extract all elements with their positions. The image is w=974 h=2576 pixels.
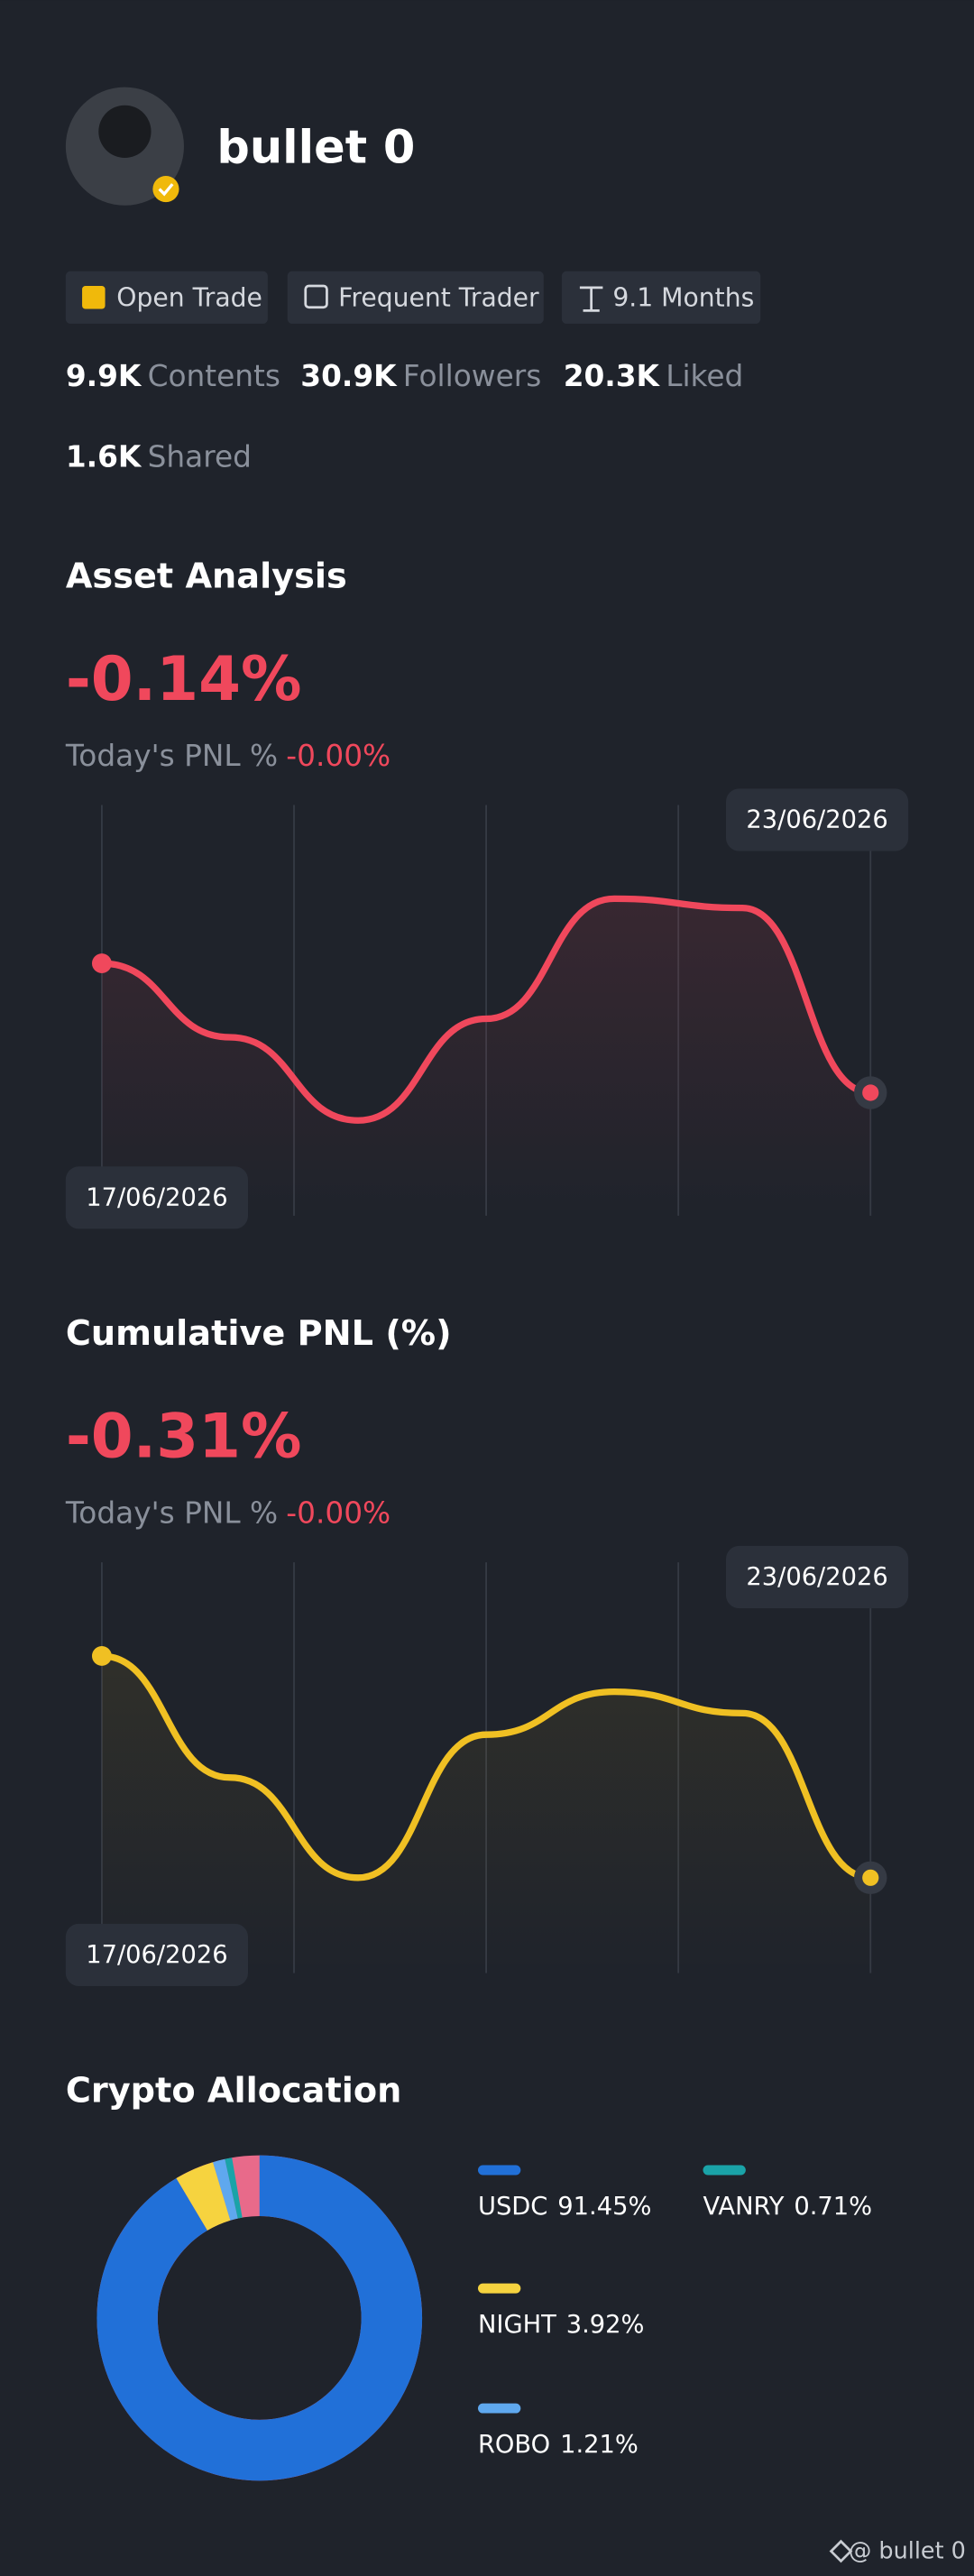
stat-label: Shared bbox=[148, 439, 252, 474]
legend-value: 3.92% bbox=[566, 2311, 645, 2339]
badge-icon bbox=[304, 284, 328, 309]
badge bbox=[561, 271, 761, 324]
date-label: 17/06/2026 bbox=[86, 1941, 227, 1969]
area-fill bbox=[101, 898, 871, 1216]
stat: 30.9K Followers bbox=[300, 359, 541, 393]
verified-check bbox=[158, 183, 174, 197]
legend-name: ROBO bbox=[478, 2431, 550, 2459]
end-point bbox=[862, 1869, 879, 1886]
badge-icon bbox=[82, 286, 106, 309]
date-tooltip bbox=[65, 1923, 249, 1987]
line bbox=[98, 895, 874, 1124]
pnl-label: Today's PNL % bbox=[65, 739, 278, 773]
legend-value: 0.71% bbox=[794, 2193, 872, 2221]
legend-swatch bbox=[477, 2283, 521, 2294]
footer-handle: @ bullet 0 bbox=[849, 2538, 966, 2565]
section-title: Crypto Allocation bbox=[66, 2072, 401, 2111]
badge-label: Open Trade bbox=[116, 282, 262, 312]
end-point bbox=[862, 1084, 879, 1101]
section-title: Asset Analysis bbox=[66, 557, 347, 596]
headline-value: -0.14% bbox=[66, 643, 302, 714]
donut-segment bbox=[96, 2155, 423, 2481]
stat-value: 20.3K bbox=[564, 359, 661, 393]
legend-swatch bbox=[477, 2403, 521, 2414]
pnl-row: Today's PNL % -0.00% bbox=[65, 1496, 391, 1531]
start-point bbox=[91, 953, 112, 974]
pnl-row: Today's PNL % -0.00% bbox=[65, 739, 391, 773]
profile-name: bullet 0 bbox=[216, 122, 415, 175]
legend-value: 1.21% bbox=[560, 2431, 639, 2459]
stat: 20.3K Liked bbox=[564, 359, 744, 393]
legend-name: USDC bbox=[478, 2193, 547, 2221]
verified-badge bbox=[152, 176, 179, 203]
date-tooltip bbox=[65, 1166, 249, 1229]
avatar-figure bbox=[98, 105, 152, 158]
pnl-label: Today's PNL % bbox=[65, 1496, 278, 1531]
donut-segment bbox=[176, 2162, 232, 2231]
line bbox=[98, 1652, 874, 1881]
legend-name: NIGHT bbox=[478, 2311, 556, 2339]
stat: 1.6K Shared bbox=[66, 439, 252, 474]
badge-label: 9.1 Months bbox=[612, 282, 754, 312]
stat: 9.9K Contents bbox=[66, 359, 280, 393]
legend-entry: USDC 91.45% bbox=[478, 2193, 651, 2221]
badge-icon bbox=[579, 286, 603, 312]
legend-entry: ROBO 1.21% bbox=[478, 2431, 639, 2459]
legend-swatch bbox=[477, 2165, 521, 2176]
badge-label: Frequent Trader bbox=[338, 282, 539, 312]
start-point bbox=[91, 1646, 112, 1666]
date-label: 23/06/2026 bbox=[746, 805, 887, 833]
pnl-value: -0.00% bbox=[286, 1496, 391, 1531]
donut-segment bbox=[213, 2158, 238, 2221]
headline-value: -0.31% bbox=[66, 1400, 302, 1471]
legend-entry: VANRY 0.71% bbox=[703, 2193, 872, 2221]
legend-value: 91.45% bbox=[557, 2193, 651, 2221]
legend-name: VANRY bbox=[703, 2193, 784, 2221]
legend-entry: NIGHT 3.92% bbox=[478, 2311, 644, 2339]
date-tooltip bbox=[725, 788, 909, 851]
area-fill bbox=[101, 1655, 871, 1973]
stat-value: 9.9K bbox=[66, 359, 142, 393]
stat-value: 30.9K bbox=[300, 359, 398, 393]
pnl-value: -0.00% bbox=[286, 739, 391, 773]
stat-label: Contents bbox=[148, 359, 280, 393]
stat-value: 1.6K bbox=[66, 439, 142, 474]
legend-swatch bbox=[703, 2165, 746, 2176]
badge bbox=[287, 271, 544, 324]
stat-label: Followers bbox=[403, 359, 541, 393]
date-label: 17/06/2026 bbox=[86, 1183, 227, 1211]
donut-segment bbox=[225, 2157, 243, 2219]
stat-label: Liked bbox=[666, 359, 743, 393]
section-title: Cumulative PNL (%) bbox=[66, 1314, 452, 1354]
date-tooltip bbox=[725, 1545, 909, 1609]
date-label: 23/06/2026 bbox=[746, 1563, 887, 1591]
badge bbox=[65, 271, 268, 324]
footer-icon bbox=[829, 2539, 853, 2563]
